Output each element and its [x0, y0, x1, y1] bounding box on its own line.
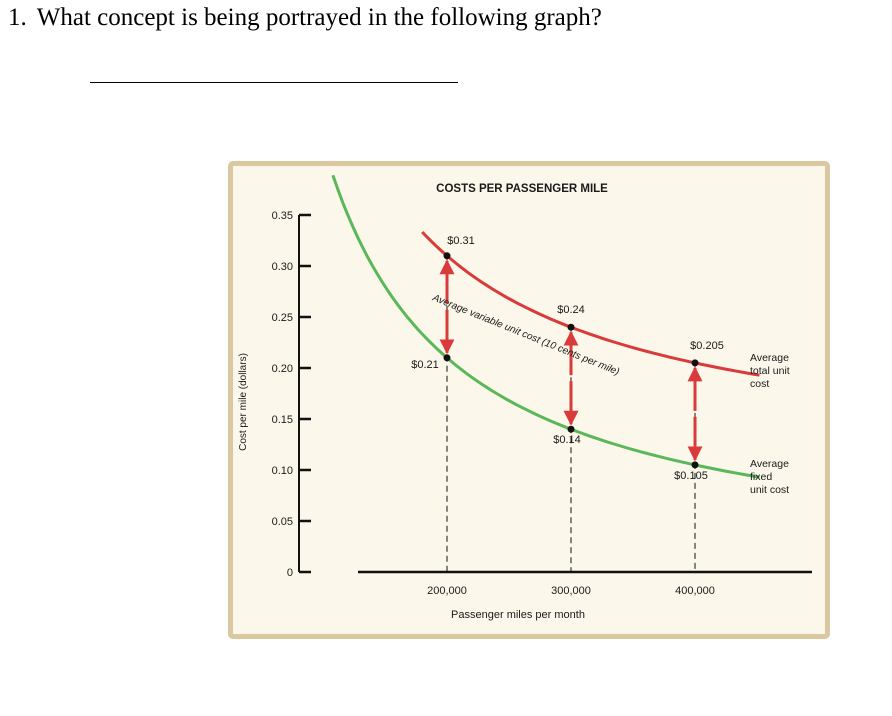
y-tick-label: 0.20	[272, 363, 293, 375]
fixed-cost-point	[567, 425, 575, 433]
fixed-cost-curve	[331, 174, 760, 479]
fixed-cost-value-label: $0.105	[674, 470, 708, 482]
y-tick-label: 0.15	[272, 414, 293, 426]
y-tick-label: 0.30	[272, 261, 293, 273]
y-tick-label: 0.35	[272, 210, 293, 222]
y-axis-label: Cost per mile (dollars)	[238, 353, 249, 451]
total-cost-point	[443, 252, 451, 260]
chart-figure	[228, 161, 830, 639]
total-cost-legend-label: Average total unit cost	[750, 352, 790, 390]
total-cost-curve	[421, 230, 760, 377]
fixed-cost-point	[691, 461, 699, 469]
total-cost-value-label: $0.24	[557, 304, 585, 316]
fixed-cost-point	[443, 354, 451, 362]
question-number: 1.	[8, 4, 27, 31]
y-tick-label: 0.05	[272, 516, 293, 528]
x-tick-label: 400,000	[675, 585, 715, 597]
total-cost-point	[691, 359, 699, 367]
y-tick-label: 0.10	[272, 465, 293, 477]
question: 1. What concept is being portrayed in the…	[8, 4, 602, 32]
question-text: What concept is being portrayed in the f…	[36, 4, 602, 31]
total-cost-point	[567, 323, 575, 331]
y-tick-label: 0	[287, 567, 293, 579]
x-tick-label: 200,000	[427, 585, 467, 597]
x-axis-label: Passenger miles per month	[451, 609, 585, 621]
answer-blank-line[interactable]	[90, 82, 458, 83]
total-cost-value-label: $0.205	[690, 340, 724, 352]
fixed-cost-legend-label: Average fixed unit cost	[750, 458, 789, 496]
x-tick-label: 300,000	[551, 585, 591, 597]
total-cost-value-label: $0.31	[447, 235, 475, 247]
chart-title: COSTS PER PASSENGER MILE	[436, 183, 608, 195]
fixed-cost-value-label: $0.14	[553, 434, 581, 446]
fixed-cost-value-label: $0.21	[411, 359, 439, 371]
y-tick-label: 0.25	[272, 312, 293, 324]
